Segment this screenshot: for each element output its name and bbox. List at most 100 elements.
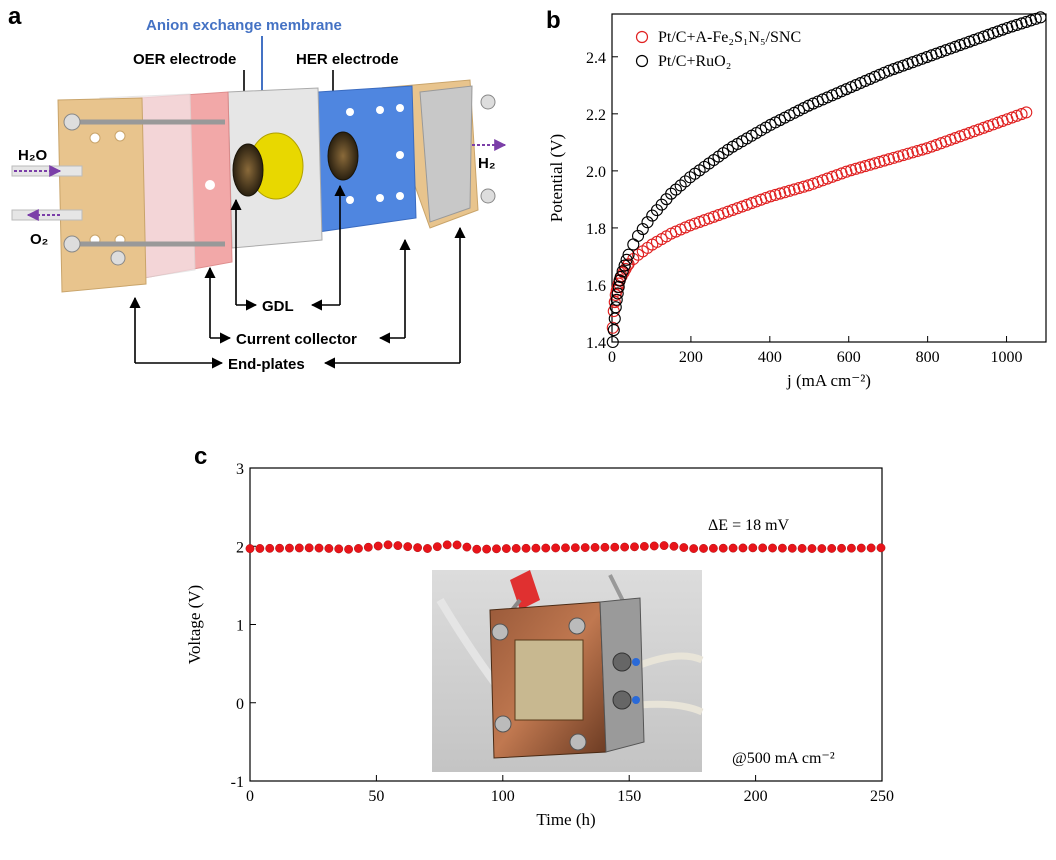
voltage-point — [708, 543, 718, 553]
endplates-label: End-plates — [228, 356, 305, 373]
series-1-point — [609, 288, 622, 301]
series-1-point — [868, 157, 881, 170]
series-1-point — [840, 165, 853, 178]
series-1-point — [859, 160, 872, 173]
component-brackets — [129, 184, 466, 369]
series-1-point — [1020, 106, 1033, 119]
voltage-point — [570, 543, 580, 553]
series-1-point — [608, 296, 621, 309]
y-tick-label: 2.2 — [586, 107, 606, 124]
series-2-point — [1029, 12, 1042, 25]
y-tick-label: 1 — [236, 618, 244, 635]
series-1-point — [778, 186, 791, 199]
series-2-point — [616, 265, 629, 278]
panel-b-chart: b 0 200 400 600 800 1000 1.4 1.6 1.8 2.0 2.2 2.4 Pt… — [546, 7, 1047, 390]
bolt-icon — [63, 113, 81, 131]
panel-b-x-axis-label: j (mA cm⁻²) — [786, 371, 871, 390]
voltage-point — [689, 544, 699, 553]
voltage-point — [620, 542, 630, 552]
voltage-point — [649, 541, 659, 551]
series-2-point — [614, 270, 627, 284]
legend-marker — [635, 54, 649, 68]
voltage-point — [354, 544, 363, 553]
series-1-point — [1015, 108, 1028, 121]
legend-entry: Pt/C+RuO₂ — [658, 53, 731, 70]
voltage-point — [413, 543, 423, 553]
series-2-point — [636, 223, 649, 236]
series-1-point — [769, 188, 782, 201]
y-tick-label: 1.8 — [586, 221, 606, 238]
panel-c-y-axis-label: Voltage (V) — [185, 585, 204, 664]
bolt-icon — [110, 250, 126, 266]
panel-b-points — [606, 11, 1047, 349]
series-2-point — [641, 216, 654, 229]
voltage-point — [304, 543, 314, 553]
series-2-point — [674, 179, 687, 192]
series-1-point — [788, 183, 801, 196]
voltage-point — [472, 544, 482, 554]
y-tick-label: 2.4 — [586, 50, 606, 67]
y-tick-label: 0 — [236, 696, 244, 713]
y-tick-label: 2.0 — [586, 164, 606, 181]
bolt-icon — [480, 188, 496, 204]
voltage-point — [561, 543, 570, 553]
x-tick-label: 800 — [916, 349, 940, 366]
panel-a-letter: a — [8, 3, 22, 30]
series-1-point — [849, 162, 862, 175]
x-tick-label: 0 — [246, 788, 254, 805]
voltage-point — [265, 543, 275, 553]
membrane-label: Anion exchange membrane — [146, 17, 342, 34]
voltage-point — [294, 543, 304, 553]
series-1-point — [882, 153, 896, 166]
panel-b-y-axis-label: Potential (V) — [547, 134, 566, 222]
voltage-point — [718, 543, 728, 553]
oer-label: OER electrode — [133, 51, 236, 68]
plot-frame — [611, 13, 1047, 343]
series-1-point — [892, 150, 905, 163]
delta-e-annotation: ΔE = 18 mV — [708, 517, 790, 534]
x-tick-label: 50 — [368, 788, 384, 805]
bolt-icon — [63, 235, 81, 253]
series-2-point — [631, 229, 645, 242]
series-1-point — [887, 151, 900, 164]
her-plate-holes — [346, 104, 404, 204]
series-2-point — [622, 248, 635, 261]
voltage-point — [373, 541, 383, 551]
y-tick-label: 1.4 — [586, 335, 606, 352]
o2-label: O₂ — [30, 231, 48, 248]
oer-gdl — [232, 143, 264, 197]
voltage-point — [768, 543, 777, 553]
voltage-point — [847, 543, 856, 553]
panel-c-letter: c — [194, 443, 207, 470]
voltage-point — [600, 542, 610, 552]
collector-right — [419, 85, 473, 223]
series-2-point — [609, 301, 622, 314]
voltage-point — [344, 544, 353, 554]
voltage-point — [856, 543, 866, 553]
voltage-point — [787, 543, 797, 553]
voltage-point — [630, 542, 639, 552]
series-1-point — [878, 154, 891, 167]
y-tick-label: -1 — [231, 774, 244, 791]
voltage-point — [423, 544, 432, 553]
series-2-point — [607, 324, 620, 337]
series-2-point — [610, 293, 623, 306]
voltage-point — [610, 542, 620, 552]
legend-marker — [635, 30, 649, 44]
voltage-point — [482, 544, 492, 554]
voltage-point — [462, 542, 472, 552]
voltage-point — [837, 543, 846, 553]
voltage-point — [383, 540, 393, 550]
x-tick-label: 200 — [744, 788, 768, 805]
voltage-point — [728, 543, 738, 553]
voltage-point — [324, 544, 334, 553]
voltage-point — [669, 541, 679, 551]
voltage-point — [797, 543, 807, 553]
x-tick-label: 400 — [758, 349, 782, 366]
bolt-icon — [480, 94, 496, 110]
voltage-point — [807, 544, 817, 553]
